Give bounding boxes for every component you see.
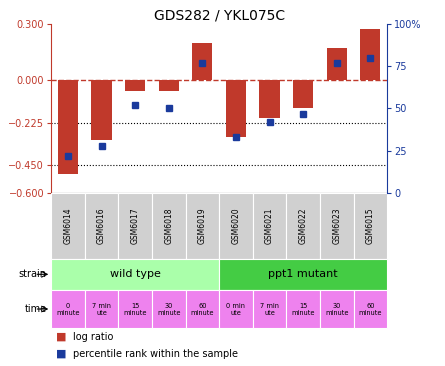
Text: log ratio: log ratio <box>73 332 114 342</box>
Text: GSM6023: GSM6023 <box>332 208 341 244</box>
Bar <box>192 42 212 80</box>
Text: 7 min
ute: 7 min ute <box>92 303 111 315</box>
Text: 0 min
ute: 0 min ute <box>227 303 246 315</box>
Bar <box>219 290 253 329</box>
Bar <box>287 193 320 259</box>
Text: percentile rank within the sample: percentile rank within the sample <box>73 349 239 359</box>
Bar <box>287 290 320 329</box>
Text: GSM6016: GSM6016 <box>97 208 106 244</box>
Text: 60
minute: 60 minute <box>190 303 214 315</box>
Text: 0
minute: 0 minute <box>56 303 80 315</box>
Text: GSM6018: GSM6018 <box>164 208 173 244</box>
Text: GSM6015: GSM6015 <box>366 208 375 244</box>
Bar <box>92 80 112 141</box>
Text: 15
minute: 15 minute <box>291 303 315 315</box>
Bar <box>253 290 287 329</box>
Text: GSM6020: GSM6020 <box>231 208 240 244</box>
Text: ■: ■ <box>56 349 66 359</box>
Bar <box>360 29 380 80</box>
Text: GSM6021: GSM6021 <box>265 208 274 244</box>
Bar <box>125 80 145 92</box>
Text: 60
minute: 60 minute <box>359 303 382 315</box>
Bar <box>293 80 313 108</box>
Bar <box>219 193 253 259</box>
Bar <box>327 48 347 80</box>
Text: 15
minute: 15 minute <box>123 303 147 315</box>
Text: GSM6017: GSM6017 <box>131 208 140 244</box>
Bar <box>186 290 219 329</box>
Bar <box>186 193 219 259</box>
Text: 30
minute: 30 minute <box>157 303 181 315</box>
Text: ■: ■ <box>56 332 66 342</box>
Bar <box>253 193 287 259</box>
Text: GSM6019: GSM6019 <box>198 208 207 244</box>
Bar <box>152 193 186 259</box>
Bar <box>259 80 279 118</box>
Text: wild type: wild type <box>110 269 161 279</box>
Bar <box>51 290 85 329</box>
Bar <box>219 259 387 290</box>
Text: ppt1 mutant: ppt1 mutant <box>268 269 338 279</box>
Text: GSM6022: GSM6022 <box>299 208 307 244</box>
Bar <box>226 80 246 137</box>
Bar <box>152 290 186 329</box>
Text: 30
minute: 30 minute <box>325 303 348 315</box>
Title: GDS282 / YKL075C: GDS282 / YKL075C <box>154 9 285 23</box>
Bar <box>320 193 354 259</box>
Text: GSM6014: GSM6014 <box>64 208 73 244</box>
Bar <box>85 290 118 329</box>
Bar <box>85 193 118 259</box>
Bar <box>353 193 387 259</box>
Bar <box>353 290 387 329</box>
Bar <box>58 80 78 174</box>
Bar <box>51 193 85 259</box>
Bar <box>159 80 179 92</box>
Bar <box>118 290 152 329</box>
Bar <box>320 290 354 329</box>
Text: strain: strain <box>19 269 47 279</box>
Text: time: time <box>24 304 47 314</box>
Bar <box>118 193 152 259</box>
Bar <box>51 259 219 290</box>
Text: 7 min
ute: 7 min ute <box>260 303 279 315</box>
